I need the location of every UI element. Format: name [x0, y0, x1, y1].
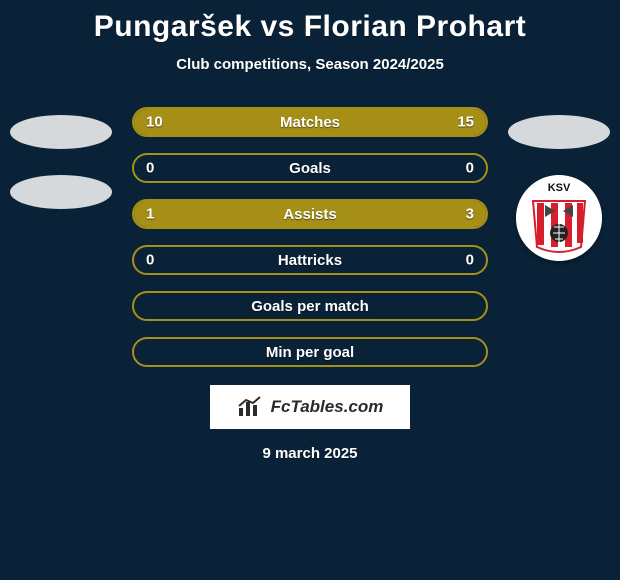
- right-player-column: KSV: [508, 115, 610, 261]
- page-title: Pungaršek vs Florian Prohart: [0, 0, 620, 44]
- stat-bar: Min per goal: [132, 337, 488, 367]
- stat-bar-value-left: 10: [146, 114, 163, 131]
- stat-bar: Goals 0 0: [132, 153, 488, 183]
- date-text: 9 march 2025: [0, 445, 620, 462]
- fctables-logo-icon: [237, 396, 265, 418]
- comparison-panel: KSV Matches 10 15 Goals 0 0 Assists 1 3 Hattricks…: [0, 107, 620, 367]
- left-player-column: [10, 115, 112, 209]
- stat-bar-value-left: 1: [146, 206, 154, 223]
- stat-bar-label: Assists: [283, 206, 336, 223]
- stat-bars: Matches1015Goals00Assists13Hattricks00Go…: [132, 107, 488, 367]
- stat-bar-label: Goals: [289, 160, 331, 177]
- stat-bar-label: Min per goal: [266, 344, 354, 361]
- stat-bar: Goals per match: [132, 291, 488, 321]
- stat-bar-label: Hattricks: [278, 252, 342, 269]
- player-right-logo-placeholder: [508, 115, 610, 149]
- stat-bar: Hattricks 0 0: [132, 245, 488, 275]
- stat-bar-value-right: 0: [466, 160, 474, 177]
- stat-bar-value-left: 0: [146, 160, 154, 177]
- stat-bar-value-right: 0: [466, 252, 474, 269]
- stat-bar: Assists 1 3: [132, 199, 488, 229]
- player-left-logo-placeholder-2: [10, 175, 112, 209]
- stat-bar-value-right: 15: [457, 114, 474, 131]
- attribution-text: FcTables.com: [271, 397, 384, 417]
- subtitle: Club competitions, Season 2024/2025: [0, 56, 620, 73]
- svg-text:KSV: KSV: [548, 182, 571, 194]
- player-left-logo-placeholder-1: [10, 115, 112, 149]
- stat-bar: Matches 10 15: [132, 107, 488, 137]
- attribution-badge: FcTables.com: [210, 385, 410, 429]
- stat-bar-value-left: 0: [146, 252, 154, 269]
- stat-bar-value-right: 3: [466, 206, 474, 223]
- stat-bar-label: Matches: [280, 114, 340, 131]
- crest-ksv-icon: KSV: [516, 175, 602, 261]
- stat-bar-fill-right: [222, 201, 486, 227]
- player-right-club-crest: KSV: [516, 175, 602, 261]
- stat-bar-label: Goals per match: [251, 298, 369, 315]
